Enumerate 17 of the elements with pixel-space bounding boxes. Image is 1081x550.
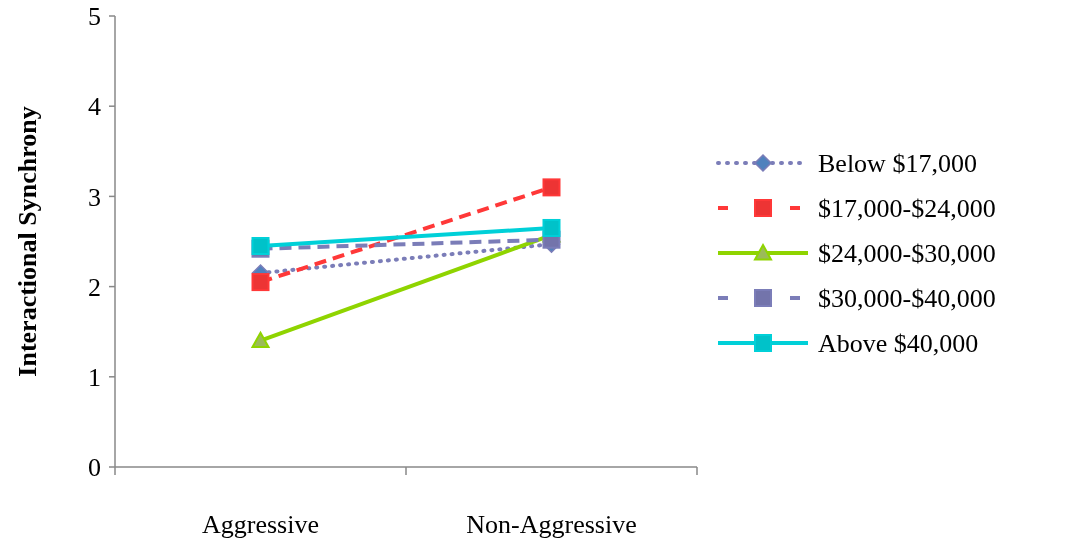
y-tick-label: 2 bbox=[88, 272, 101, 302]
legend-label: Above $40,000 bbox=[818, 329, 979, 359]
y-tick-label: 1 bbox=[88, 362, 101, 392]
y-axis-title: Interactional Synchrony bbox=[13, 106, 42, 377]
point bbox=[542, 218, 561, 237]
x-tick-label: Non-Aggressive bbox=[466, 510, 637, 539]
legend-label: $30,000-$40,000 bbox=[818, 284, 996, 314]
y-tick-label: 5 bbox=[88, 2, 101, 32]
y-tick-label: 3 bbox=[88, 182, 101, 212]
x-tick-label: Aggressive bbox=[202, 510, 319, 539]
point bbox=[542, 178, 561, 197]
y-tick-label: 4 bbox=[88, 92, 101, 122]
legend-label: $24,000-$30,000 bbox=[818, 239, 996, 269]
y-tick-label: 0 bbox=[88, 453, 101, 483]
legend-label: $17,000-$24,000 bbox=[818, 194, 996, 224]
legend-label: Below $17,000 bbox=[818, 149, 977, 179]
point bbox=[251, 273, 270, 292]
